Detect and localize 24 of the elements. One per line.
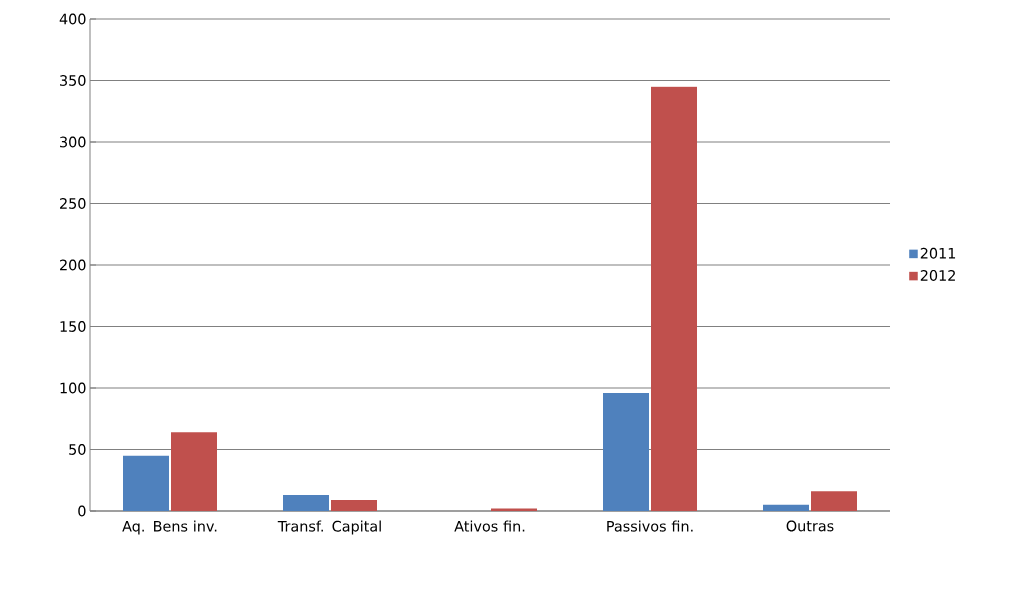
legend-label: 2011 [920,247,956,259]
y-tick-label: 100 [60,382,86,394]
x-tick-label: Passivos fin. [607,520,693,532]
y-tick-label: 300 [60,136,86,148]
bar [763,504,810,511]
y-tick-label: 250 [60,198,86,209]
y-tick-label: 350 [60,75,86,86]
x-tick-label: Aq. Bens inv. [122,520,217,535]
bar [651,86,698,511]
bar [811,491,858,511]
x-tick-label: Ativos fin. [454,520,525,532]
x-tick-label: Transf. Capital [277,520,381,535]
x-tick-label: Outras [786,520,834,532]
bar [283,495,329,511]
bar [123,455,169,511]
y-tick-label: 150 [60,321,86,332]
bar [171,432,217,511]
bar [603,392,650,511]
y-tick-label: 400 [59,13,86,25]
bar [331,499,377,511]
y-tick-label: 200 [60,259,86,271]
y-tick-label: 50 [69,444,86,455]
y-tick-label: 0 [78,505,86,517]
legend-label: 2012 [920,270,955,281]
